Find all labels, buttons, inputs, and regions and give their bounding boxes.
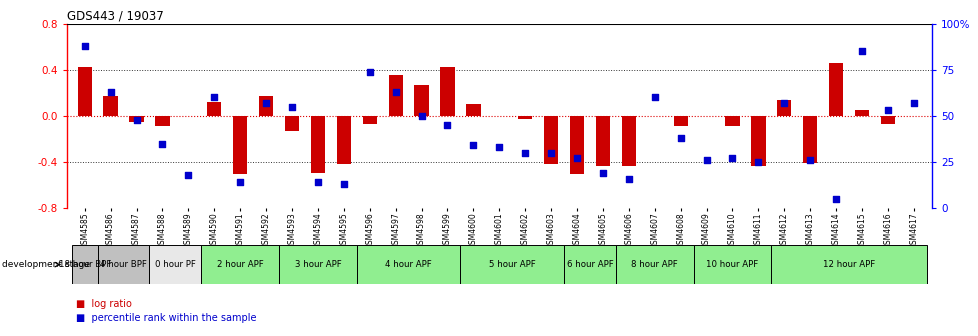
Bar — [233, 116, 247, 174]
Bar — [259, 96, 273, 116]
Point — [854, 49, 869, 54]
Bar — [725, 116, 738, 126]
Point — [258, 100, 274, 106]
Bar — [310, 116, 325, 172]
Point — [466, 143, 481, 148]
Text: 10 hour APF: 10 hour APF — [706, 260, 758, 269]
Point — [543, 150, 558, 156]
Bar — [279, 245, 356, 284]
Bar — [460, 245, 563, 284]
Point — [879, 108, 895, 113]
Bar — [129, 116, 144, 122]
Bar — [388, 76, 402, 116]
Bar — [777, 100, 790, 116]
Bar — [150, 245, 201, 284]
Bar — [569, 116, 584, 174]
Bar — [440, 68, 454, 116]
Bar — [828, 63, 842, 116]
Text: 6 hour APF: 6 hour APF — [566, 260, 613, 269]
Point — [750, 160, 766, 165]
Bar — [414, 85, 428, 116]
Text: ■  percentile rank within the sample: ■ percentile rank within the sample — [76, 312, 256, 323]
Point — [206, 95, 222, 100]
Point — [387, 89, 403, 95]
Point — [491, 145, 507, 150]
Text: 2 hour APF: 2 hour APF — [216, 260, 263, 269]
Bar — [285, 116, 299, 131]
Point — [362, 69, 378, 74]
Point — [180, 172, 196, 178]
Point — [905, 100, 920, 106]
Bar — [615, 245, 693, 284]
Text: development stage: development stage — [2, 260, 90, 269]
Text: 5 hour APF: 5 hour APF — [488, 260, 535, 269]
Point — [802, 158, 818, 163]
Point — [646, 95, 662, 100]
Point — [335, 181, 351, 187]
Text: 8 hour APF: 8 hour APF — [631, 260, 678, 269]
Point — [155, 141, 170, 146]
Bar — [880, 116, 894, 124]
Bar — [544, 116, 557, 164]
Bar — [517, 116, 532, 119]
Point — [128, 117, 144, 122]
Point — [698, 158, 714, 163]
Bar — [563, 245, 615, 284]
Text: GDS443 / 19037: GDS443 / 19037 — [67, 9, 163, 23]
Point — [516, 150, 532, 156]
Point — [568, 156, 584, 161]
Bar — [356, 245, 460, 284]
Bar — [621, 116, 636, 166]
Point — [595, 171, 610, 176]
Bar — [802, 116, 817, 163]
Point — [724, 156, 739, 161]
Bar — [854, 110, 868, 116]
Point — [672, 135, 688, 141]
Bar — [77, 68, 92, 116]
Point — [310, 180, 326, 185]
Bar — [362, 116, 377, 124]
Text: 3 hour APF: 3 hour APF — [294, 260, 341, 269]
Text: 4 hour APF: 4 hour APF — [384, 260, 431, 269]
Bar — [336, 116, 350, 164]
Bar — [693, 245, 771, 284]
Point — [620, 176, 636, 181]
Bar — [596, 116, 609, 166]
Bar — [750, 116, 765, 166]
Point — [776, 100, 791, 106]
Bar — [98, 245, 150, 284]
Point — [77, 43, 93, 48]
Text: 0 hour PF: 0 hour PF — [155, 260, 196, 269]
Bar — [156, 116, 169, 126]
Point — [284, 104, 299, 110]
Point — [103, 89, 118, 95]
Bar — [673, 116, 688, 126]
Point — [827, 196, 843, 202]
Text: 12 hour APF: 12 hour APF — [822, 260, 874, 269]
Bar — [71, 245, 98, 284]
Text: 4 hour BPF: 4 hour BPF — [100, 260, 147, 269]
Bar — [201, 245, 279, 284]
Text: 18 hour BPF: 18 hour BPF — [59, 260, 111, 269]
Text: ■  log ratio: ■ log ratio — [76, 299, 132, 309]
Bar — [466, 104, 480, 116]
Point — [232, 180, 247, 185]
Point — [439, 123, 455, 128]
Point — [414, 113, 429, 119]
Bar — [104, 96, 117, 116]
Bar — [771, 245, 926, 284]
Bar — [207, 102, 221, 116]
